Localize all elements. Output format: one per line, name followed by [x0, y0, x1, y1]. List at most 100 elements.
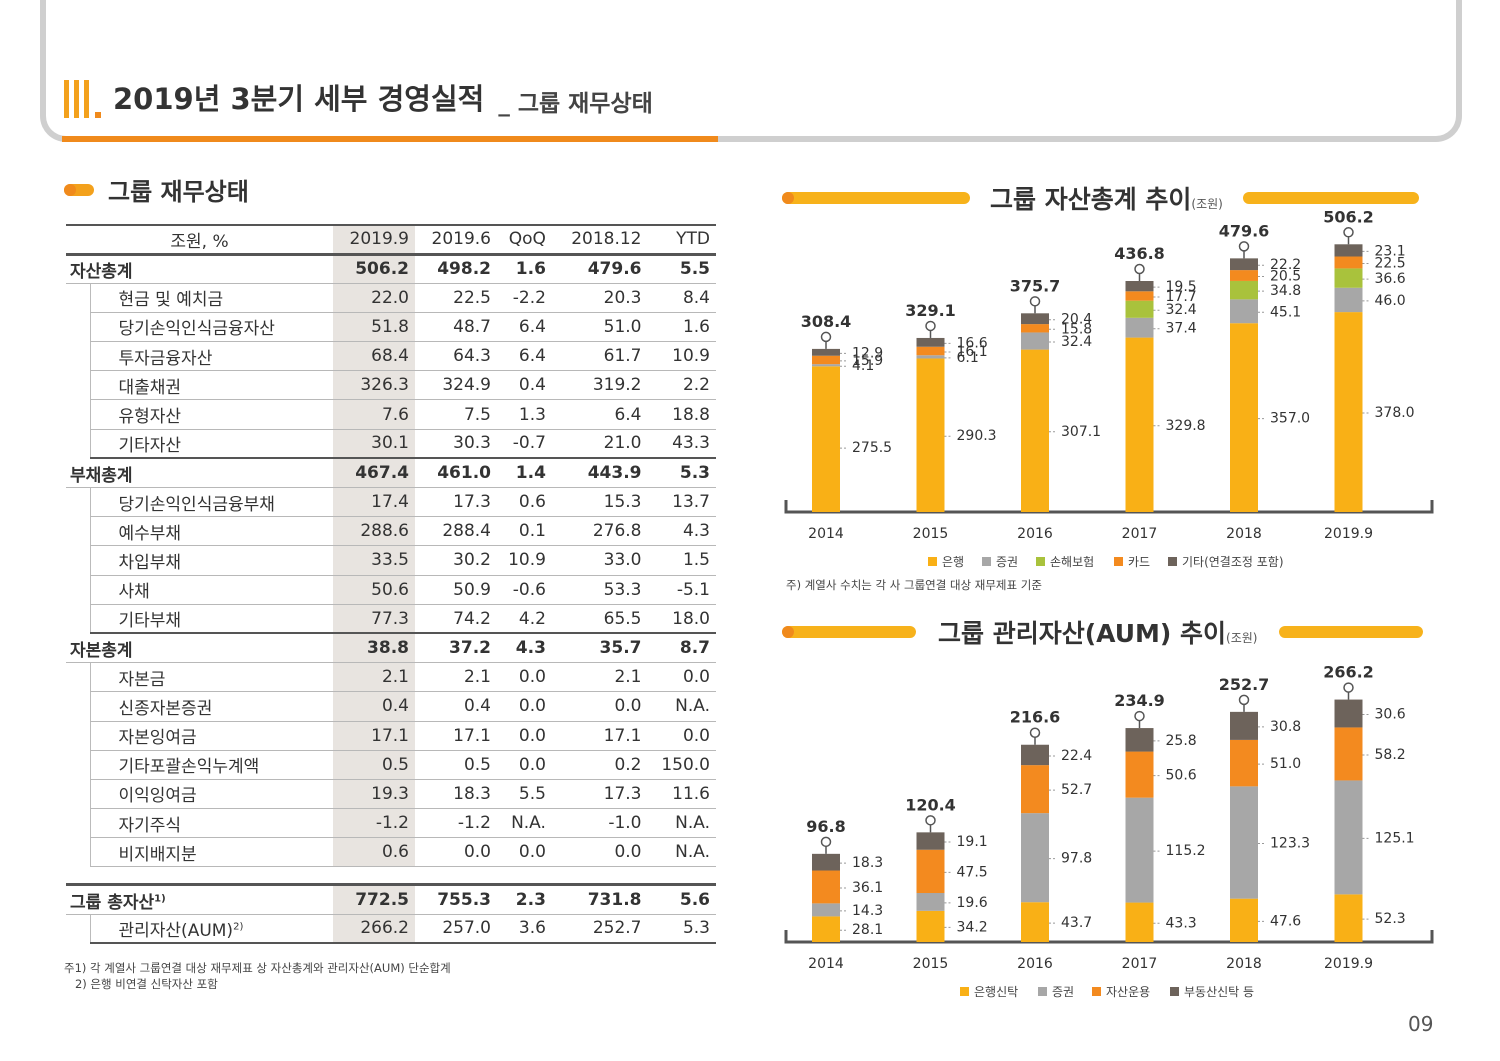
cell-value: 64.3 — [414, 341, 497, 372]
total-marker-dot — [1134, 263, 1145, 275]
data-label: 4.1 — [852, 358, 874, 374]
legend-swatch — [1114, 557, 1123, 566]
table-spacer — [66, 866, 716, 887]
cell-value: 0.6 — [497, 487, 552, 518]
cell-value: 266.2 — [332, 914, 415, 945]
data-label: 25.8 — [1166, 733, 1197, 749]
cell-value: 8.4 — [647, 283, 716, 313]
cell-value: 1.6 — [497, 254, 552, 284]
table-row: 차입부채 33.5 30.2 10.9 33.0 1.5 — [66, 545, 716, 576]
row-label: 유형자산 — [89, 399, 333, 430]
legend-swatch — [1168, 557, 1177, 566]
bar-segment — [1334, 699, 1363, 728]
cell-value: 61.7 — [551, 341, 648, 372]
total-label: 234.9 — [1114, 691, 1165, 710]
data-label: 17.7 — [1166, 289, 1197, 305]
legend-swatch — [1038, 987, 1047, 996]
bar-segment — [1021, 765, 1049, 814]
col-header: 2018.12 — [551, 224, 648, 256]
cell-value: 13.7 — [647, 487, 716, 518]
bar-segment — [1230, 711, 1258, 740]
cell-value: 324.9 — [414, 370, 497, 401]
legend-swatch — [1170, 987, 1179, 996]
cell-value: -2.2 — [497, 283, 552, 313]
cell-value: 0.2 — [551, 750, 648, 780]
cell-value: 0.5 — [332, 750, 415, 780]
data-label: 37.4 — [1166, 321, 1197, 337]
bar-segment — [1334, 256, 1363, 269]
cell-value: 1.5 — [647, 545, 716, 576]
row-indent — [66, 488, 90, 517]
cell-value: 0.0 — [497, 721, 552, 751]
x-axis-line — [784, 500, 1434, 514]
cell-value: -1.0 — [551, 808, 648, 839]
data-label: 51.0 — [1270, 756, 1301, 772]
bar-segment — [1021, 902, 1049, 942]
cell-value: 18.0 — [647, 604, 716, 635]
table-row: 그룹 총자산1) 772.5 755.3 2.3 731.8 5.6 — [66, 884, 716, 915]
cell-value: 252.7 — [551, 914, 648, 945]
legend-label: 증권 — [1052, 985, 1074, 999]
cell-value: 53.3 — [551, 575, 648, 605]
row-indent — [66, 809, 90, 838]
x-tick-label: 2015 — [913, 526, 949, 542]
cell-value: 6.4 — [497, 312, 552, 343]
roman-numeral-mark — [64, 80, 101, 118]
left-section-title: 그룹 재무상태 — [108, 178, 249, 206]
bar-segment — [1021, 813, 1049, 903]
x-tick-label: 2014 — [808, 526, 844, 542]
cell-value: -1.2 — [332, 808, 415, 839]
legend-label: 손해보험 — [1050, 555, 1094, 569]
x-tick-label: 2019.9 — [1324, 526, 1373, 542]
bar-segment — [1125, 300, 1154, 318]
cell-value: 479.6 — [551, 254, 648, 284]
col-header: 조원, % — [66, 224, 333, 256]
x-tick-label: 2019.9 — [1324, 956, 1373, 972]
cell-value: 0.4 — [497, 370, 552, 401]
total-label: 506.2 — [1323, 207, 1374, 226]
x-tick-label: 2018 — [1226, 956, 1262, 972]
cell-value: 0.6 — [332, 837, 415, 868]
cell-value: 5.6 — [647, 884, 716, 915]
table-row: 신종자본증권 0.4 0.4 0.0 0.0 N.A. — [66, 691, 716, 722]
title-bar-right — [1279, 626, 1424, 638]
bar-segment — [1021, 313, 1049, 325]
title-bar-left — [782, 626, 916, 638]
data-label: 16.1 — [957, 344, 988, 360]
row-indent — [66, 692, 90, 721]
cell-value: 276.8 — [551, 516, 648, 547]
asset-chart-title-bar: 그룹 자산총계 추이(조원) — [782, 180, 1419, 216]
bar-segment — [1125, 317, 1154, 338]
bar-segment — [812, 348, 840, 356]
row-indent — [66, 546, 90, 575]
cell-value: 0.0 — [414, 837, 497, 868]
total-marker-dot — [820, 331, 832, 343]
bar-segment — [1021, 744, 1049, 766]
bar-segment — [1230, 323, 1258, 512]
page-number: 09 — [1408, 1012, 1434, 1036]
row-indent — [66, 914, 90, 943]
data-label: 307.1 — [1061, 424, 1101, 440]
page-title: 2019년 3분기 세부 경영실적 — [113, 82, 485, 116]
cell-value: N.A. — [647, 691, 716, 722]
row-label: 투자금융자산 — [89, 341, 333, 372]
bar-segment — [916, 358, 945, 512]
data-label: 378.0 — [1375, 405, 1415, 421]
data-label: 22.2 — [1270, 257, 1301, 273]
cell-value: 17.1 — [414, 721, 497, 751]
asset-chart-title: 그룹 자산총계 추이(조원) — [990, 185, 1223, 214]
total-marker-dot — [1343, 682, 1354, 693]
total-label: 120.4 — [905, 795, 956, 814]
cell-value: 21.0 — [551, 429, 648, 460]
bar-segment — [812, 355, 840, 365]
row-label: 비지배지분 — [89, 837, 333, 868]
data-label: 58.2 — [1375, 747, 1406, 763]
data-label: 30.8 — [1270, 719, 1301, 735]
bar-segment — [1021, 324, 1049, 333]
row-label: 당기손익인식금융부채 — [89, 487, 333, 518]
cell-value: 11.6 — [647, 779, 716, 810]
left-section-header: 그룹 재무상태 — [64, 172, 249, 207]
total-label: 308.4 — [801, 312, 852, 331]
cell-value: 17.1 — [551, 721, 648, 751]
